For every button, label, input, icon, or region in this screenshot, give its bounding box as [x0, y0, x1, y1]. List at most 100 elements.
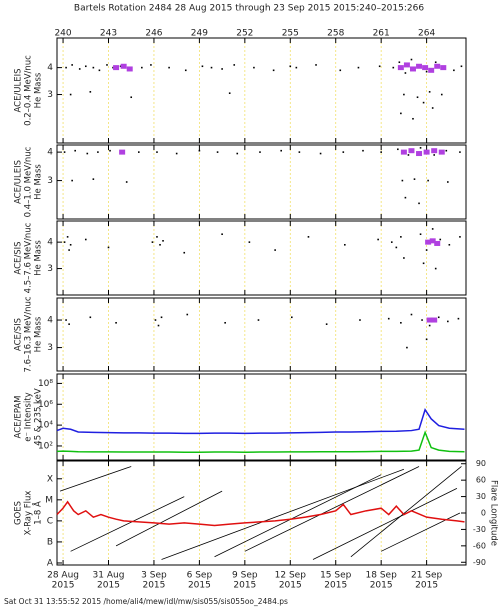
data-point [431, 107, 434, 109]
data-point [387, 317, 390, 320]
data-point [390, 241, 393, 243]
data-point [426, 317, 433, 323]
y-axis-label: ACE/SIS [14, 318, 24, 351]
data-point [434, 267, 437, 270]
x-tick-label: 31 Aug [93, 571, 125, 581]
flare-track [161, 468, 405, 560]
data-point [418, 202, 420, 205]
data-point [428, 91, 431, 93]
panel-frame [56, 297, 467, 372]
x-top-tick-label: 255 [282, 29, 299, 39]
data-point [151, 241, 154, 243]
data-point [448, 243, 451, 246]
data-point [357, 66, 360, 69]
data-point [92, 66, 95, 69]
data-point [120, 63, 127, 69]
data-point [339, 69, 342, 72]
data-point [404, 72, 407, 74]
y-axis-label: e⁻ Intensity [24, 392, 34, 441]
data-point [445, 149, 448, 152]
y-tick-label: 3 [47, 264, 53, 274]
data-point [109, 149, 111, 152]
y-axis-label: 0.4–1.0 MeV/nuc [24, 146, 34, 217]
data-point [157, 324, 160, 327]
x-tick-year: 2015 [279, 581, 302, 591]
data-point [404, 196, 407, 199]
x-top-tick-label: 249 [191, 29, 208, 39]
data-point [403, 93, 405, 96]
data-point [160, 316, 163, 319]
data-point [416, 63, 423, 69]
y-tick-label: 3 [47, 90, 53, 100]
data-point [447, 181, 449, 183]
data-point [403, 257, 405, 259]
data-point [398, 61, 401, 64]
y-axis-label: He Mass [34, 240, 44, 276]
y-tick-label: X [47, 474, 53, 484]
data-point [84, 238, 87, 241]
chart-title: Bartels Rotation 2484 28 Aug 2015 throug… [74, 4, 424, 14]
data-point [359, 319, 361, 321]
data-point [168, 66, 170, 69]
flare-track [214, 474, 382, 558]
data-point [84, 65, 87, 68]
data-point [221, 68, 223, 70]
y-tick-label: 4 [47, 63, 53, 73]
data-point [459, 236, 461, 238]
data-point [162, 240, 164, 242]
y2-axis-label: Flare Longitude [489, 480, 498, 546]
y-axis-label: 4.5–7.6 MeV/nuc [24, 222, 34, 293]
data-point [440, 65, 447, 71]
data-line [56, 407, 465, 435]
y-tick-label: 10⁴ [38, 421, 53, 431]
x-tick-year: 2015 [188, 581, 211, 591]
x-tick-label: 3 Sep [141, 571, 167, 581]
data-point [274, 249, 276, 251]
data-line [56, 500, 465, 527]
data-point [119, 65, 122, 68]
data-point [97, 151, 99, 153]
data-point [431, 317, 438, 323]
data-point [434, 61, 437, 64]
x-tick-label: 28 Aug [47, 571, 79, 581]
x-tick-label: 15 Sep [320, 571, 352, 581]
data-point [395, 246, 398, 249]
x-tick-label: 18 Sep [366, 571, 398, 581]
y-tick-label: A [47, 558, 54, 568]
y-axis-label: GOES [14, 501, 24, 525]
data-point [112, 66, 114, 69]
data-point [71, 64, 73, 66]
data-point [437, 316, 440, 319]
data-point [307, 236, 310, 238]
data-point [416, 151, 423, 157]
data-point [257, 319, 260, 321]
x-tick-year: 2015 [97, 581, 120, 591]
x-top-tick-label: 264 [418, 29, 435, 39]
data-point [419, 147, 422, 149]
x-tick-label: 21 Sep [411, 571, 443, 581]
data-point [457, 317, 460, 320]
data-point [224, 321, 226, 324]
data-point [460, 65, 463, 68]
data-point [397, 148, 399, 151]
y-tick-label: 4 [47, 148, 53, 158]
data-point [400, 236, 402, 238]
data-point [453, 69, 455, 72]
data-point [63, 151, 66, 153]
data-point [428, 324, 431, 327]
data-point [65, 66, 67, 69]
y-tick-label: C [47, 516, 53, 526]
y2-tick-label: 30 [476, 492, 486, 501]
x-top-tick-label: 261 [373, 29, 390, 39]
y-tick-label: 3 [47, 176, 53, 186]
data-point [78, 68, 81, 70]
data-point [410, 58, 413, 61]
data-point [233, 64, 236, 66]
data-point [401, 179, 404, 182]
data-point [459, 151, 461, 153]
data-point [325, 323, 328, 325]
data-point [107, 246, 110, 249]
y2-tick-label: -60 [473, 541, 486, 550]
data-point [228, 92, 231, 94]
